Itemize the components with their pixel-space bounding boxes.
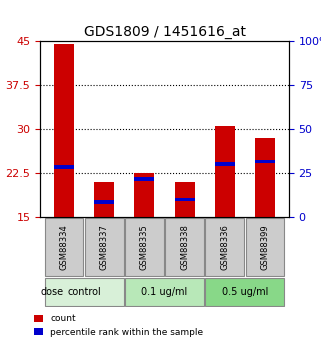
FancyBboxPatch shape	[125, 278, 204, 306]
Bar	[94, 200, 114, 204]
Text: GSM88334: GSM88334	[60, 224, 69, 270]
Bar	[134, 173, 154, 217]
FancyBboxPatch shape	[45, 218, 83, 276]
Bar	[215, 126, 235, 217]
FancyBboxPatch shape	[205, 278, 284, 306]
FancyBboxPatch shape	[205, 218, 244, 276]
Title: GDS1809 / 1451616_at: GDS1809 / 1451616_at	[83, 25, 246, 39]
Bar	[54, 44, 74, 217]
Text: control: control	[67, 287, 101, 297]
Bar	[215, 162, 235, 166]
Text: GSM88336: GSM88336	[220, 224, 229, 270]
Text: GSM88399: GSM88399	[260, 224, 269, 270]
Bar	[175, 198, 195, 201]
FancyBboxPatch shape	[246, 218, 284, 276]
FancyBboxPatch shape	[45, 278, 124, 306]
Bar	[134, 177, 154, 180]
Text: 0.5 ug/ml: 0.5 ug/ml	[221, 287, 268, 297]
Text: GSM88338: GSM88338	[180, 224, 189, 270]
FancyBboxPatch shape	[125, 218, 164, 276]
Bar	[94, 182, 114, 217]
Legend: count, percentile rank within the sample: count, percentile rank within the sample	[30, 311, 207, 341]
FancyBboxPatch shape	[85, 218, 124, 276]
Text: GSM88335: GSM88335	[140, 224, 149, 270]
Bar	[255, 138, 275, 217]
Bar	[175, 182, 195, 217]
Bar	[255, 159, 275, 163]
Text: GSM88337: GSM88337	[100, 224, 109, 270]
Text: 0.1 ug/ml: 0.1 ug/ml	[141, 287, 188, 297]
FancyBboxPatch shape	[165, 218, 204, 276]
Bar	[54, 165, 74, 169]
Text: dose: dose	[41, 287, 64, 297]
